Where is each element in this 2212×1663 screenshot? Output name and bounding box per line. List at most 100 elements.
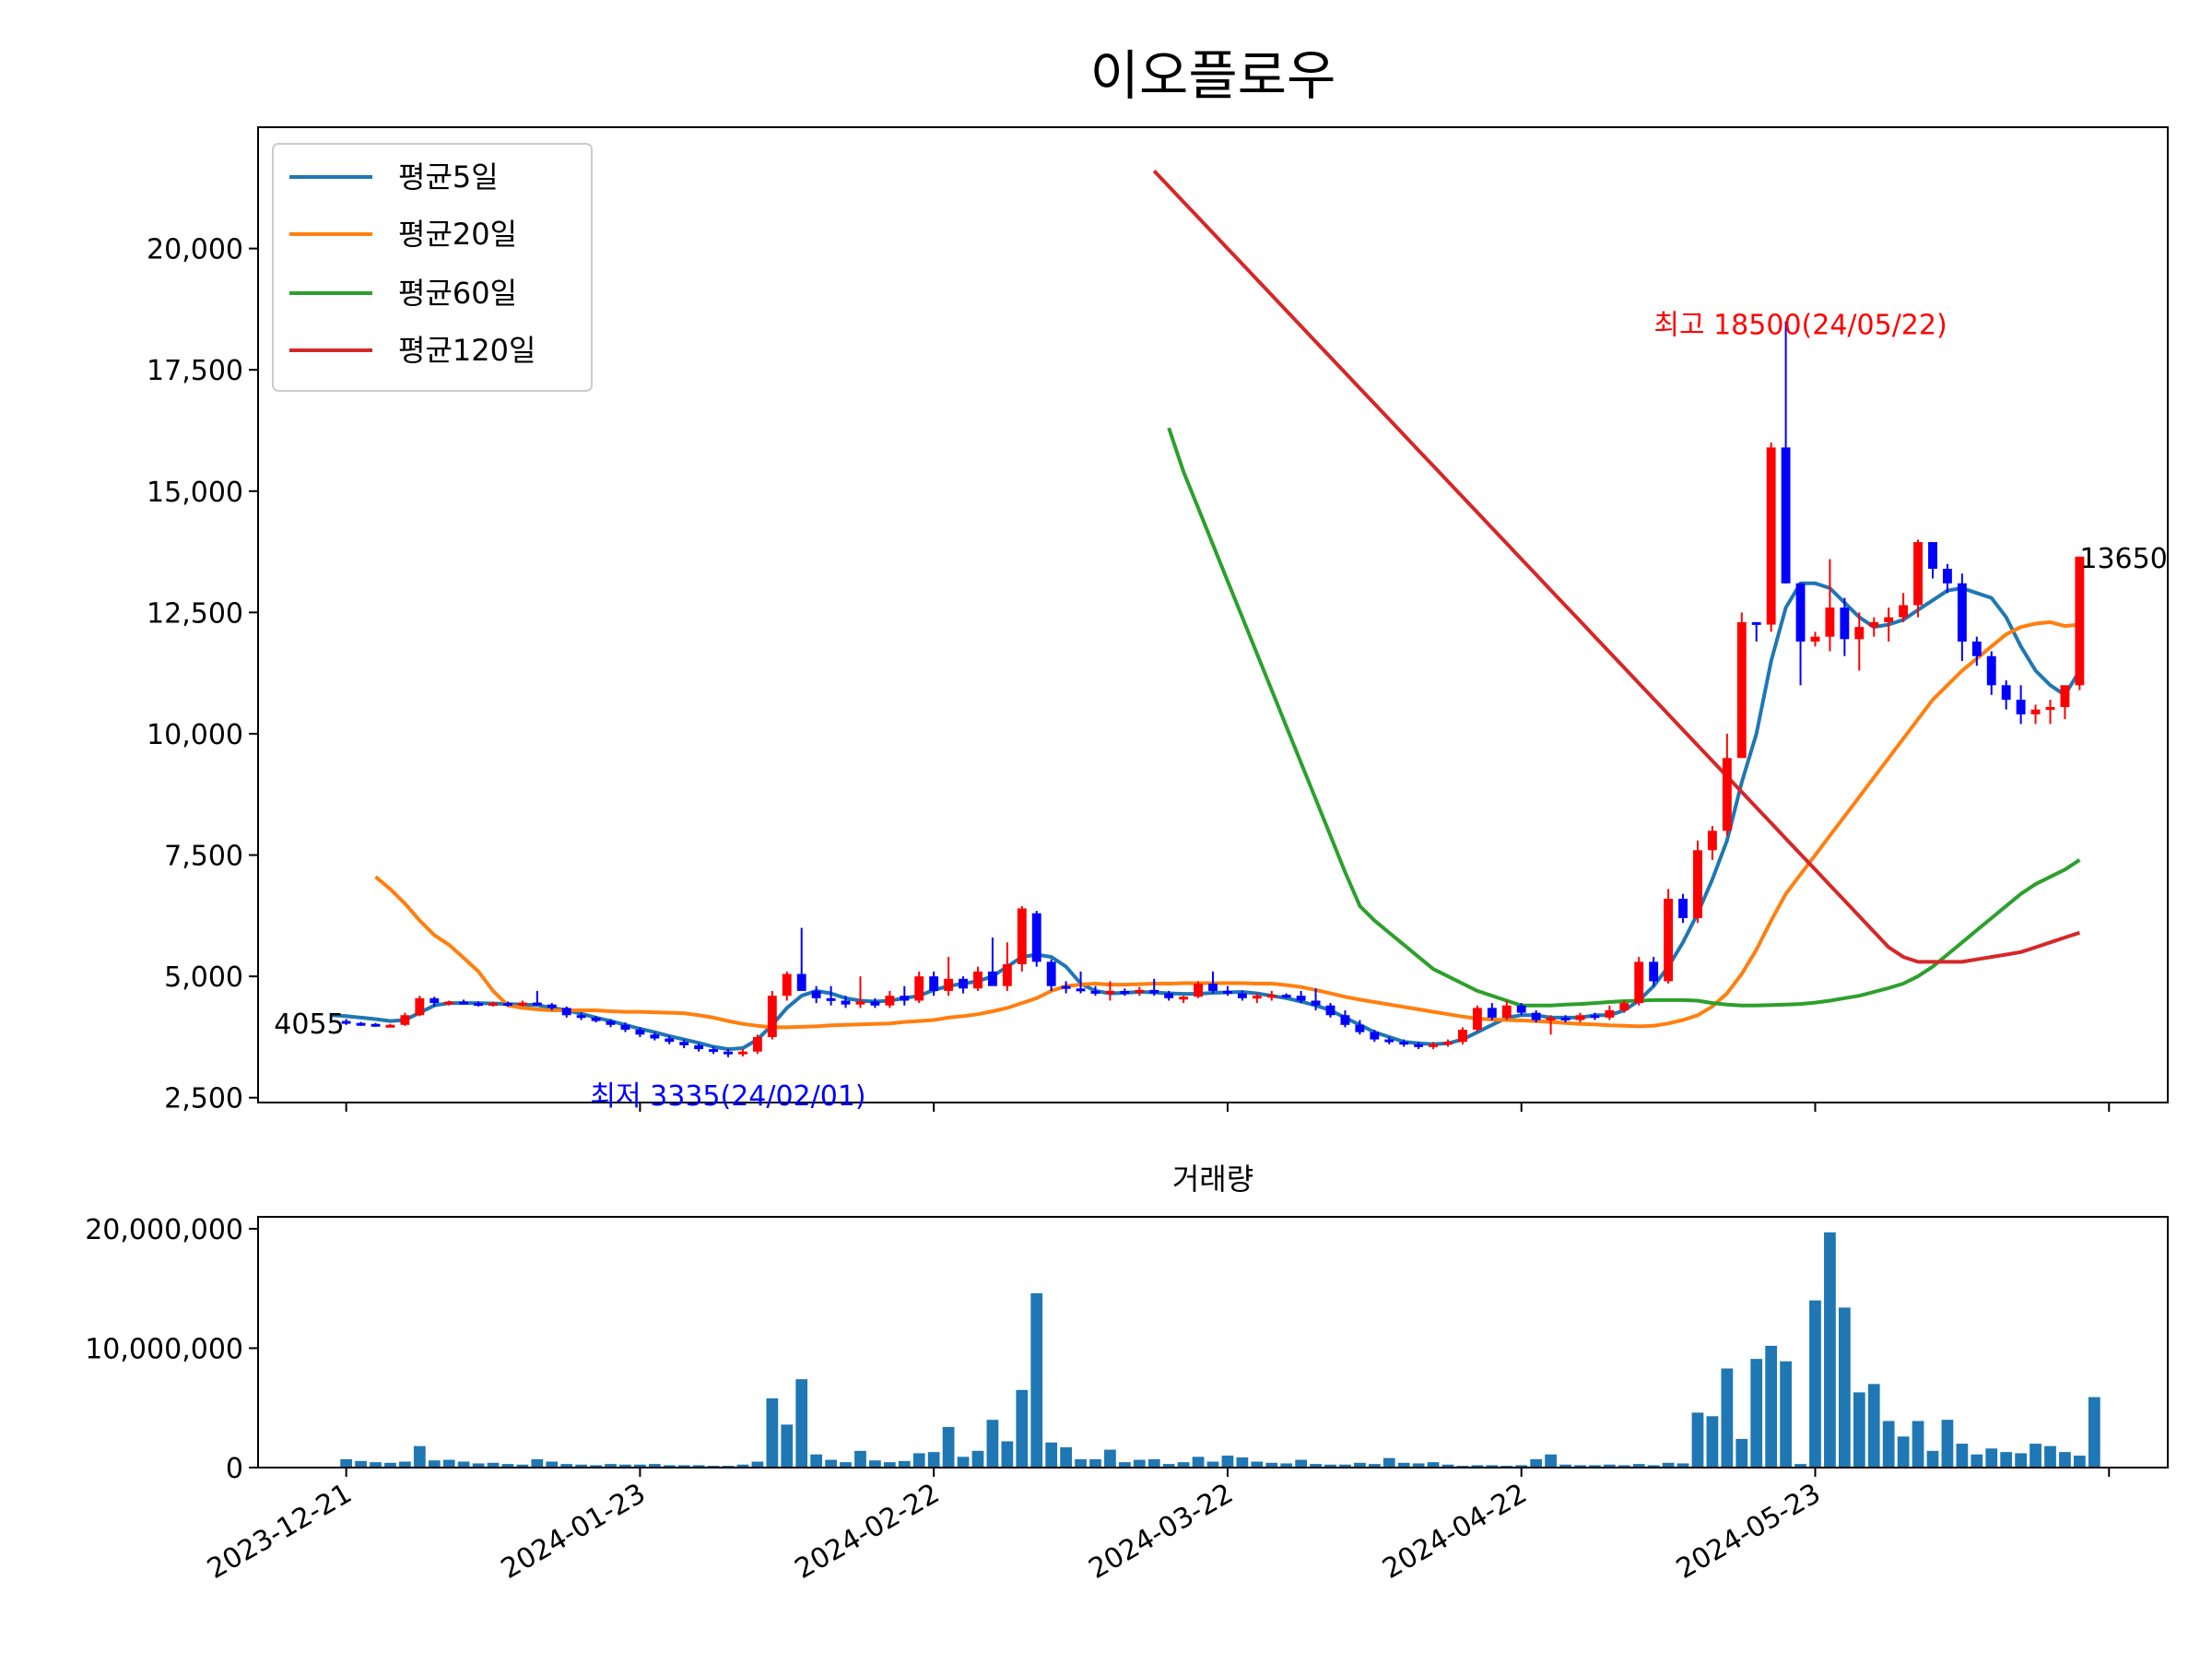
- price-y-tick-label: 20,000: [147, 234, 243, 266]
- volume-bar: [1515, 1465, 1528, 1468]
- candle-body: [1281, 995, 1291, 998]
- candle-body: [591, 1017, 601, 1021]
- candle: [2016, 685, 2026, 725]
- candle-body: [767, 996, 777, 1037]
- candle-body: [1986, 655, 1996, 686]
- candle-body: [929, 976, 939, 991]
- volume-bar: [1971, 1454, 1983, 1468]
- candle-body: [1546, 1017, 1556, 1020]
- candle: [855, 976, 865, 1008]
- volume-bar: [2044, 1445, 2056, 1468]
- price-y-tick-label: 12,500: [147, 597, 243, 630]
- candle-body: [796, 973, 806, 991]
- price-y-tick-label: 17,500: [147, 355, 243, 387]
- volume-bar: [1339, 1464, 1351, 1468]
- volume-bar: [1706, 1416, 1719, 1468]
- candle-body: [1501, 1005, 1512, 1018]
- candle: [1928, 542, 1937, 579]
- volume-bar: [1089, 1458, 1101, 1468]
- candle: [1443, 1039, 1453, 1047]
- candle-body: [1472, 1008, 1482, 1031]
- candle-body: [855, 1001, 865, 1005]
- candle: [944, 957, 954, 997]
- candle-body: [371, 1023, 381, 1027]
- volume-bar: [781, 1424, 794, 1468]
- volume-bar: [736, 1464, 749, 1468]
- candle: [724, 1049, 733, 1057]
- candle: [1751, 621, 1761, 642]
- candle-body: [1090, 990, 1100, 994]
- candle: [576, 1012, 586, 1020]
- volume-bar: [1559, 1464, 1571, 1468]
- candle: [679, 1039, 689, 1049]
- volume-bar: [619, 1464, 631, 1468]
- volume-bar: [1471, 1465, 1484, 1468]
- candle: [1590, 1012, 1600, 1020]
- volume-bar: [1545, 1454, 1557, 1468]
- volume-bar: [927, 1452, 940, 1468]
- candle: [650, 1032, 660, 1041]
- volume-bar: [1104, 1449, 1116, 1468]
- candle-body: [1076, 988, 1086, 992]
- volume-bar: [370, 1462, 382, 1468]
- candle-body: [1031, 913, 1041, 962]
- candle: [1884, 607, 1894, 642]
- candle-body: [694, 1044, 704, 1050]
- candle-body: [1194, 984, 1204, 997]
- candle-body: [738, 1051, 747, 1055]
- volume-bar: [1735, 1438, 1748, 1468]
- candle-body: [1913, 542, 1923, 606]
- candle: [1076, 971, 1086, 994]
- candle-body: [1135, 989, 1145, 993]
- volume-bar: [1985, 1448, 1998, 1468]
- candle-body: [517, 1002, 527, 1006]
- candle: [1664, 889, 1674, 985]
- volume-bar: [1603, 1464, 1616, 1468]
- candle: [1501, 1000, 1512, 1020]
- candle-body: [752, 1036, 762, 1052]
- date-tick-label: 2024-05-23: [1671, 1478, 1826, 1586]
- price-y-axis: 2,500 5,000 7,500 10,000 12,500 15,000 17,500 2…: [147, 234, 258, 1115]
- candle-body: [1693, 850, 1702, 918]
- candle: [503, 1001, 512, 1007]
- candle: [1516, 1003, 1526, 1016]
- candle-body: [914, 976, 924, 1001]
- candle-body: [1355, 1024, 1365, 1032]
- ma5-line: [331, 581, 2082, 1052]
- candle: [1531, 1009, 1541, 1023]
- candle: [444, 1000, 454, 1006]
- candle: [1605, 1005, 1615, 1020]
- candle: [1707, 825, 1717, 860]
- volume-bar: [1824, 1232, 1836, 1468]
- volume-bar: [2059, 1452, 2071, 1468]
- volume-bar: [1001, 1441, 1014, 1468]
- candle: [1266, 990, 1277, 1001]
- candle-body: [709, 1049, 719, 1053]
- volume-bar: [1206, 1461, 1219, 1468]
- candle-body: [1560, 1017, 1571, 1020]
- volume-bar: [986, 1420, 999, 1468]
- price-y-tick-label: 5,000: [164, 961, 243, 994]
- candle-body: [870, 1001, 880, 1006]
- volume-bar: [1882, 1421, 1895, 1468]
- candle: [1722, 733, 1732, 836]
- candle: [1649, 957, 1659, 986]
- candle: [1899, 593, 1909, 622]
- legend-label-ma5: 평균5일: [398, 159, 499, 195]
- volume-bar: [971, 1450, 984, 1468]
- candle: [341, 1019, 351, 1025]
- candle: [1281, 993, 1291, 998]
- candle: [1781, 321, 1791, 584]
- volume-bar: [531, 1458, 544, 1468]
- candle-body: [635, 1030, 645, 1035]
- candle-body: [1046, 961, 1056, 986]
- candle-body: [1164, 993, 1174, 998]
- candle: [415, 996, 425, 1017]
- candle-body: [1664, 898, 1674, 982]
- candle: [959, 976, 968, 994]
- volume-bar: [1721, 1368, 1734, 1468]
- candle-body: [1061, 985, 1071, 989]
- candle: [1560, 1015, 1571, 1023]
- candle: [1736, 612, 1747, 759]
- candle-body: [2045, 707, 2055, 711]
